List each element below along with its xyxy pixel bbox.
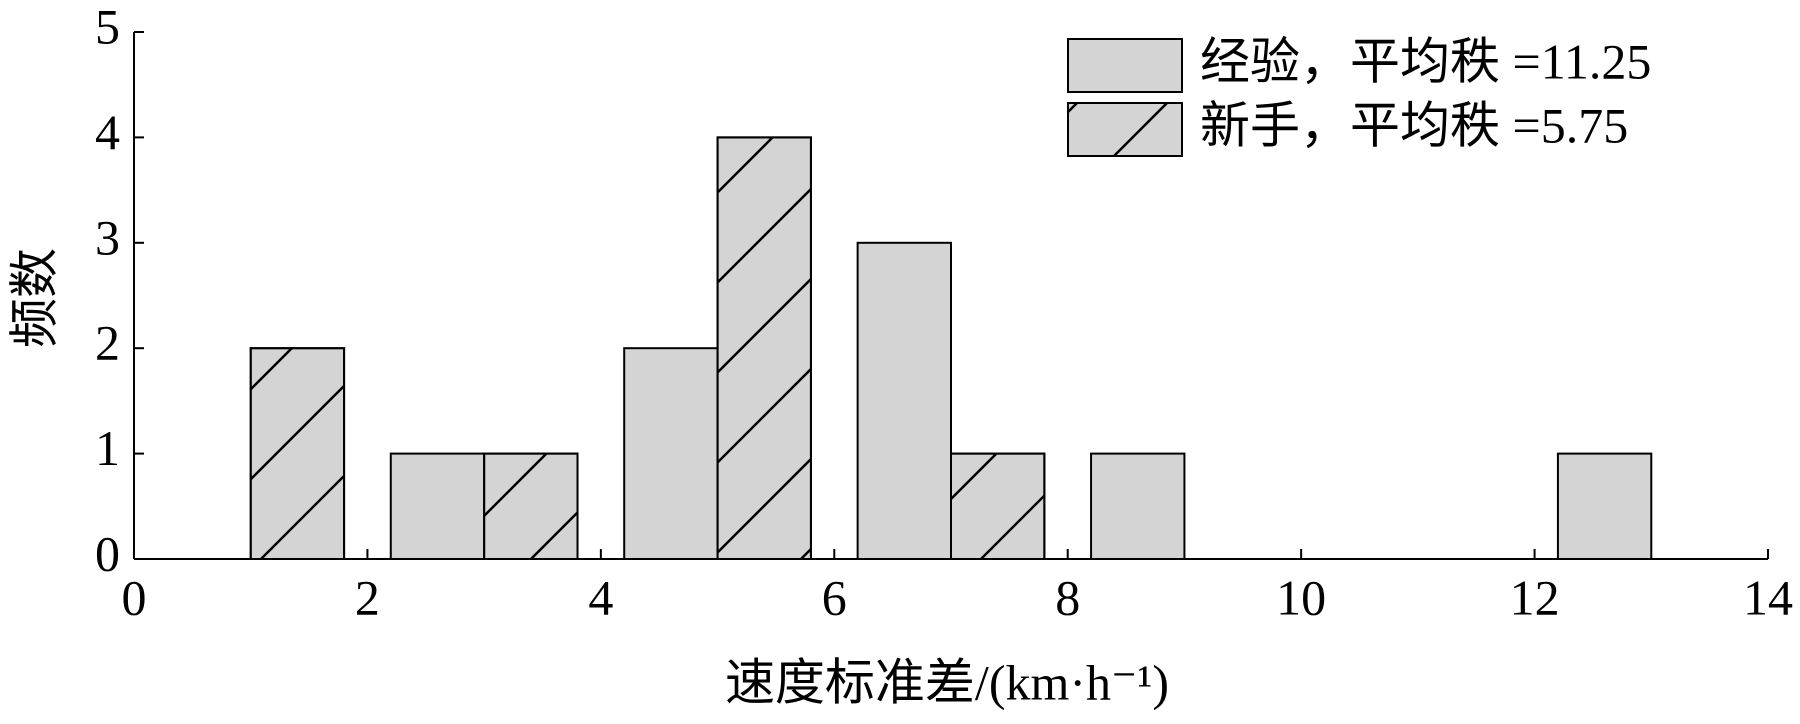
bar-hatch xyxy=(483,452,579,561)
y-tick-label: 4 xyxy=(95,104,120,160)
bar xyxy=(1090,452,1186,561)
x-tick-label: 6 xyxy=(822,569,847,625)
y-tick-label: 2 xyxy=(95,315,120,371)
y-tick-label: 5 xyxy=(95,0,120,54)
x-tick-label: 10 xyxy=(1276,569,1326,625)
bar-hatch xyxy=(716,136,812,560)
legend-label: 新手，平均秩 =5.75 xyxy=(1200,97,1628,153)
x-tick-label: 4 xyxy=(588,569,613,625)
x-tick-label: 14 xyxy=(1743,569,1793,625)
legend-label: 经验，平均秩 =11.25 xyxy=(1200,33,1651,89)
bar xyxy=(1556,452,1653,561)
bar-hatch xyxy=(249,347,346,561)
x-tick-label: 0 xyxy=(122,569,147,625)
bar-hatch xyxy=(950,452,1046,561)
x-axis-label: 速度标准差/(km·h⁻¹) xyxy=(725,654,1169,710)
x-tick-label: 8 xyxy=(1055,569,1080,625)
bar xyxy=(389,452,486,561)
x-tick-label: 12 xyxy=(1510,569,1560,625)
bar xyxy=(856,241,953,561)
y-tick-label: 1 xyxy=(95,420,120,476)
legend-swatch-hatch xyxy=(1067,102,1183,157)
legend-swatch xyxy=(1067,38,1183,93)
x-tick-label: 2 xyxy=(355,569,380,625)
bar xyxy=(623,347,719,561)
y-tick-label: 3 xyxy=(95,209,120,265)
y-tick-label: 0 xyxy=(95,525,120,581)
y-axis-label: 频数 xyxy=(6,248,62,348)
